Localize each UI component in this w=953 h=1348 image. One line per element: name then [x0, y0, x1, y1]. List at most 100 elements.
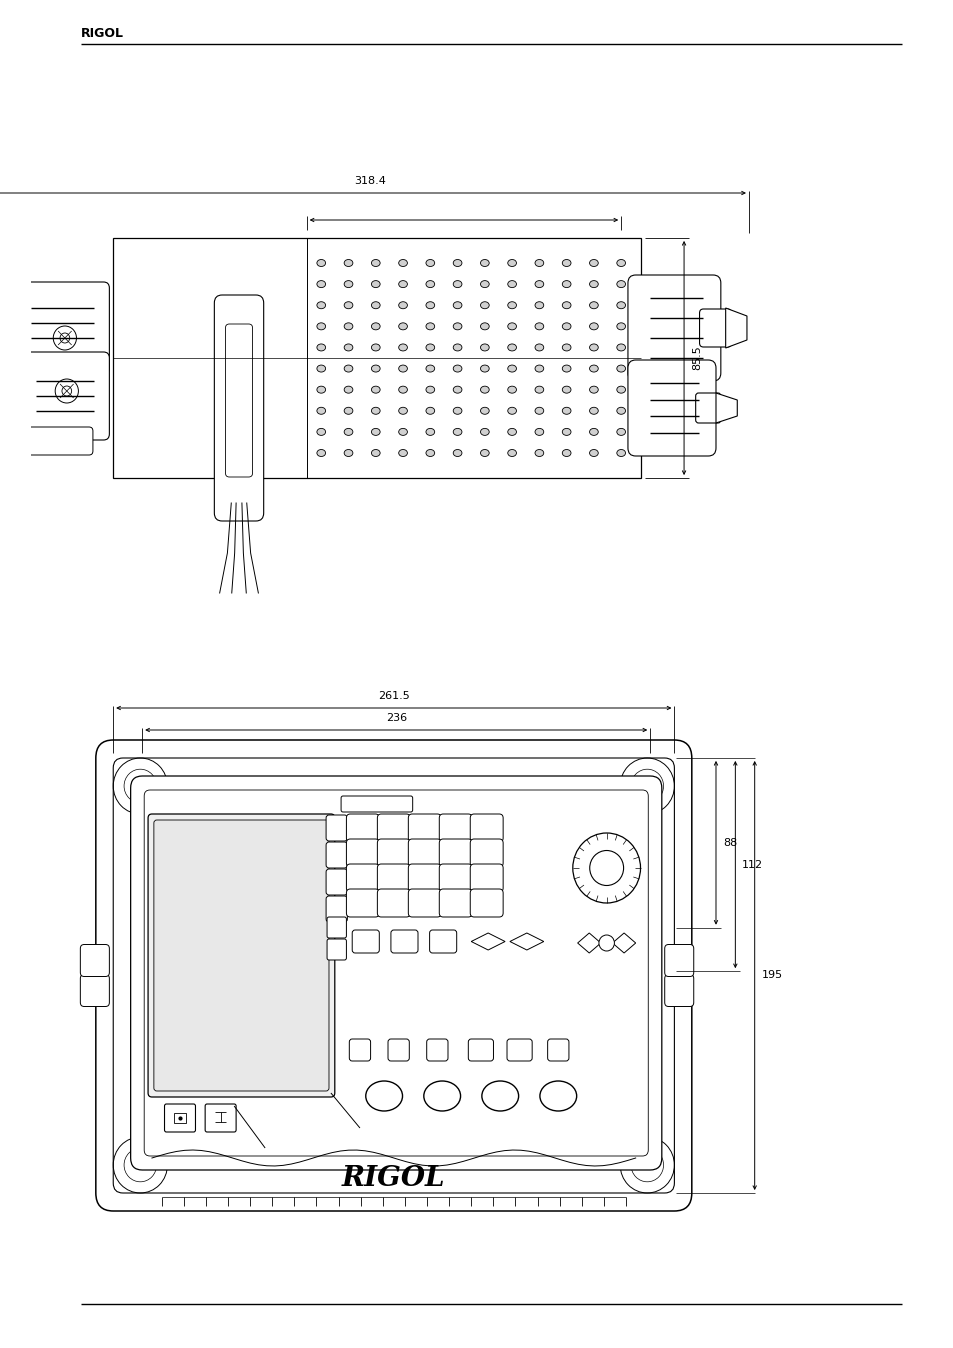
- Ellipse shape: [507, 322, 516, 330]
- Ellipse shape: [480, 280, 489, 287]
- Ellipse shape: [535, 322, 543, 330]
- FancyBboxPatch shape: [349, 1039, 370, 1061]
- Ellipse shape: [398, 260, 407, 267]
- Ellipse shape: [617, 280, 625, 287]
- Ellipse shape: [561, 449, 571, 457]
- Text: 88: 88: [722, 838, 737, 848]
- Ellipse shape: [561, 322, 571, 330]
- Ellipse shape: [371, 260, 379, 267]
- Ellipse shape: [371, 386, 379, 394]
- Polygon shape: [577, 933, 600, 953]
- FancyBboxPatch shape: [438, 864, 472, 892]
- Ellipse shape: [453, 449, 461, 457]
- Ellipse shape: [344, 344, 353, 350]
- Ellipse shape: [480, 260, 489, 267]
- Ellipse shape: [507, 365, 516, 372]
- Bar: [9, 342, 26, 350]
- Bar: [9, 353, 26, 360]
- FancyBboxPatch shape: [699, 309, 731, 346]
- Circle shape: [53, 326, 76, 350]
- Bar: [174, 1113, 186, 1123]
- Text: 236: 236: [385, 713, 406, 723]
- Ellipse shape: [398, 344, 407, 350]
- Ellipse shape: [426, 407, 435, 414]
- Ellipse shape: [371, 344, 379, 350]
- FancyBboxPatch shape: [547, 1039, 568, 1061]
- Ellipse shape: [426, 322, 435, 330]
- Ellipse shape: [617, 429, 625, 435]
- Ellipse shape: [480, 322, 489, 330]
- Ellipse shape: [316, 365, 325, 372]
- Ellipse shape: [589, 322, 598, 330]
- Ellipse shape: [453, 260, 461, 267]
- Ellipse shape: [617, 386, 625, 394]
- Ellipse shape: [535, 302, 543, 309]
- Ellipse shape: [453, 365, 461, 372]
- Ellipse shape: [344, 365, 353, 372]
- Ellipse shape: [480, 407, 489, 414]
- Ellipse shape: [398, 322, 407, 330]
- Ellipse shape: [507, 407, 516, 414]
- FancyBboxPatch shape: [377, 814, 410, 842]
- Ellipse shape: [507, 386, 516, 394]
- Ellipse shape: [398, 407, 407, 414]
- Ellipse shape: [589, 344, 598, 350]
- FancyBboxPatch shape: [388, 1039, 409, 1061]
- FancyBboxPatch shape: [346, 814, 379, 842]
- Bar: [0, 299, 24, 307]
- Polygon shape: [510, 933, 543, 950]
- Ellipse shape: [426, 429, 435, 435]
- Ellipse shape: [589, 449, 598, 457]
- FancyBboxPatch shape: [346, 888, 379, 917]
- Ellipse shape: [589, 302, 598, 309]
- FancyBboxPatch shape: [164, 1104, 195, 1132]
- Ellipse shape: [344, 322, 353, 330]
- Ellipse shape: [344, 407, 353, 414]
- Ellipse shape: [589, 365, 598, 372]
- FancyBboxPatch shape: [80, 975, 110, 1007]
- Ellipse shape: [561, 386, 571, 394]
- Ellipse shape: [371, 449, 379, 457]
- Ellipse shape: [480, 365, 489, 372]
- FancyBboxPatch shape: [408, 814, 440, 842]
- Ellipse shape: [398, 386, 407, 394]
- Ellipse shape: [589, 429, 598, 435]
- Ellipse shape: [371, 365, 379, 372]
- Ellipse shape: [535, 407, 543, 414]
- Ellipse shape: [480, 449, 489, 457]
- Text: RIGOL: RIGOL: [342, 1165, 445, 1192]
- Ellipse shape: [316, 429, 325, 435]
- Ellipse shape: [344, 386, 353, 394]
- FancyBboxPatch shape: [470, 814, 502, 842]
- Bar: [0, 334, 24, 342]
- FancyBboxPatch shape: [153, 820, 329, 1091]
- Ellipse shape: [344, 429, 353, 435]
- Ellipse shape: [507, 260, 516, 267]
- FancyBboxPatch shape: [214, 295, 263, 520]
- Ellipse shape: [344, 260, 353, 267]
- Ellipse shape: [426, 302, 435, 309]
- Ellipse shape: [589, 386, 598, 394]
- Bar: [0, 322, 24, 332]
- Ellipse shape: [398, 365, 407, 372]
- FancyBboxPatch shape: [377, 838, 410, 867]
- Ellipse shape: [480, 302, 489, 309]
- FancyBboxPatch shape: [438, 814, 472, 842]
- Ellipse shape: [426, 344, 435, 350]
- Ellipse shape: [398, 429, 407, 435]
- FancyBboxPatch shape: [408, 888, 440, 917]
- Ellipse shape: [344, 449, 353, 457]
- FancyBboxPatch shape: [426, 1039, 448, 1061]
- Ellipse shape: [344, 280, 353, 287]
- FancyBboxPatch shape: [327, 917, 346, 938]
- FancyBboxPatch shape: [326, 869, 347, 895]
- FancyBboxPatch shape: [408, 864, 440, 892]
- Ellipse shape: [589, 280, 598, 287]
- Ellipse shape: [453, 280, 461, 287]
- Ellipse shape: [535, 280, 543, 287]
- Ellipse shape: [617, 449, 625, 457]
- FancyBboxPatch shape: [341, 797, 413, 811]
- Ellipse shape: [423, 1081, 460, 1111]
- Ellipse shape: [535, 386, 543, 394]
- Ellipse shape: [398, 302, 407, 309]
